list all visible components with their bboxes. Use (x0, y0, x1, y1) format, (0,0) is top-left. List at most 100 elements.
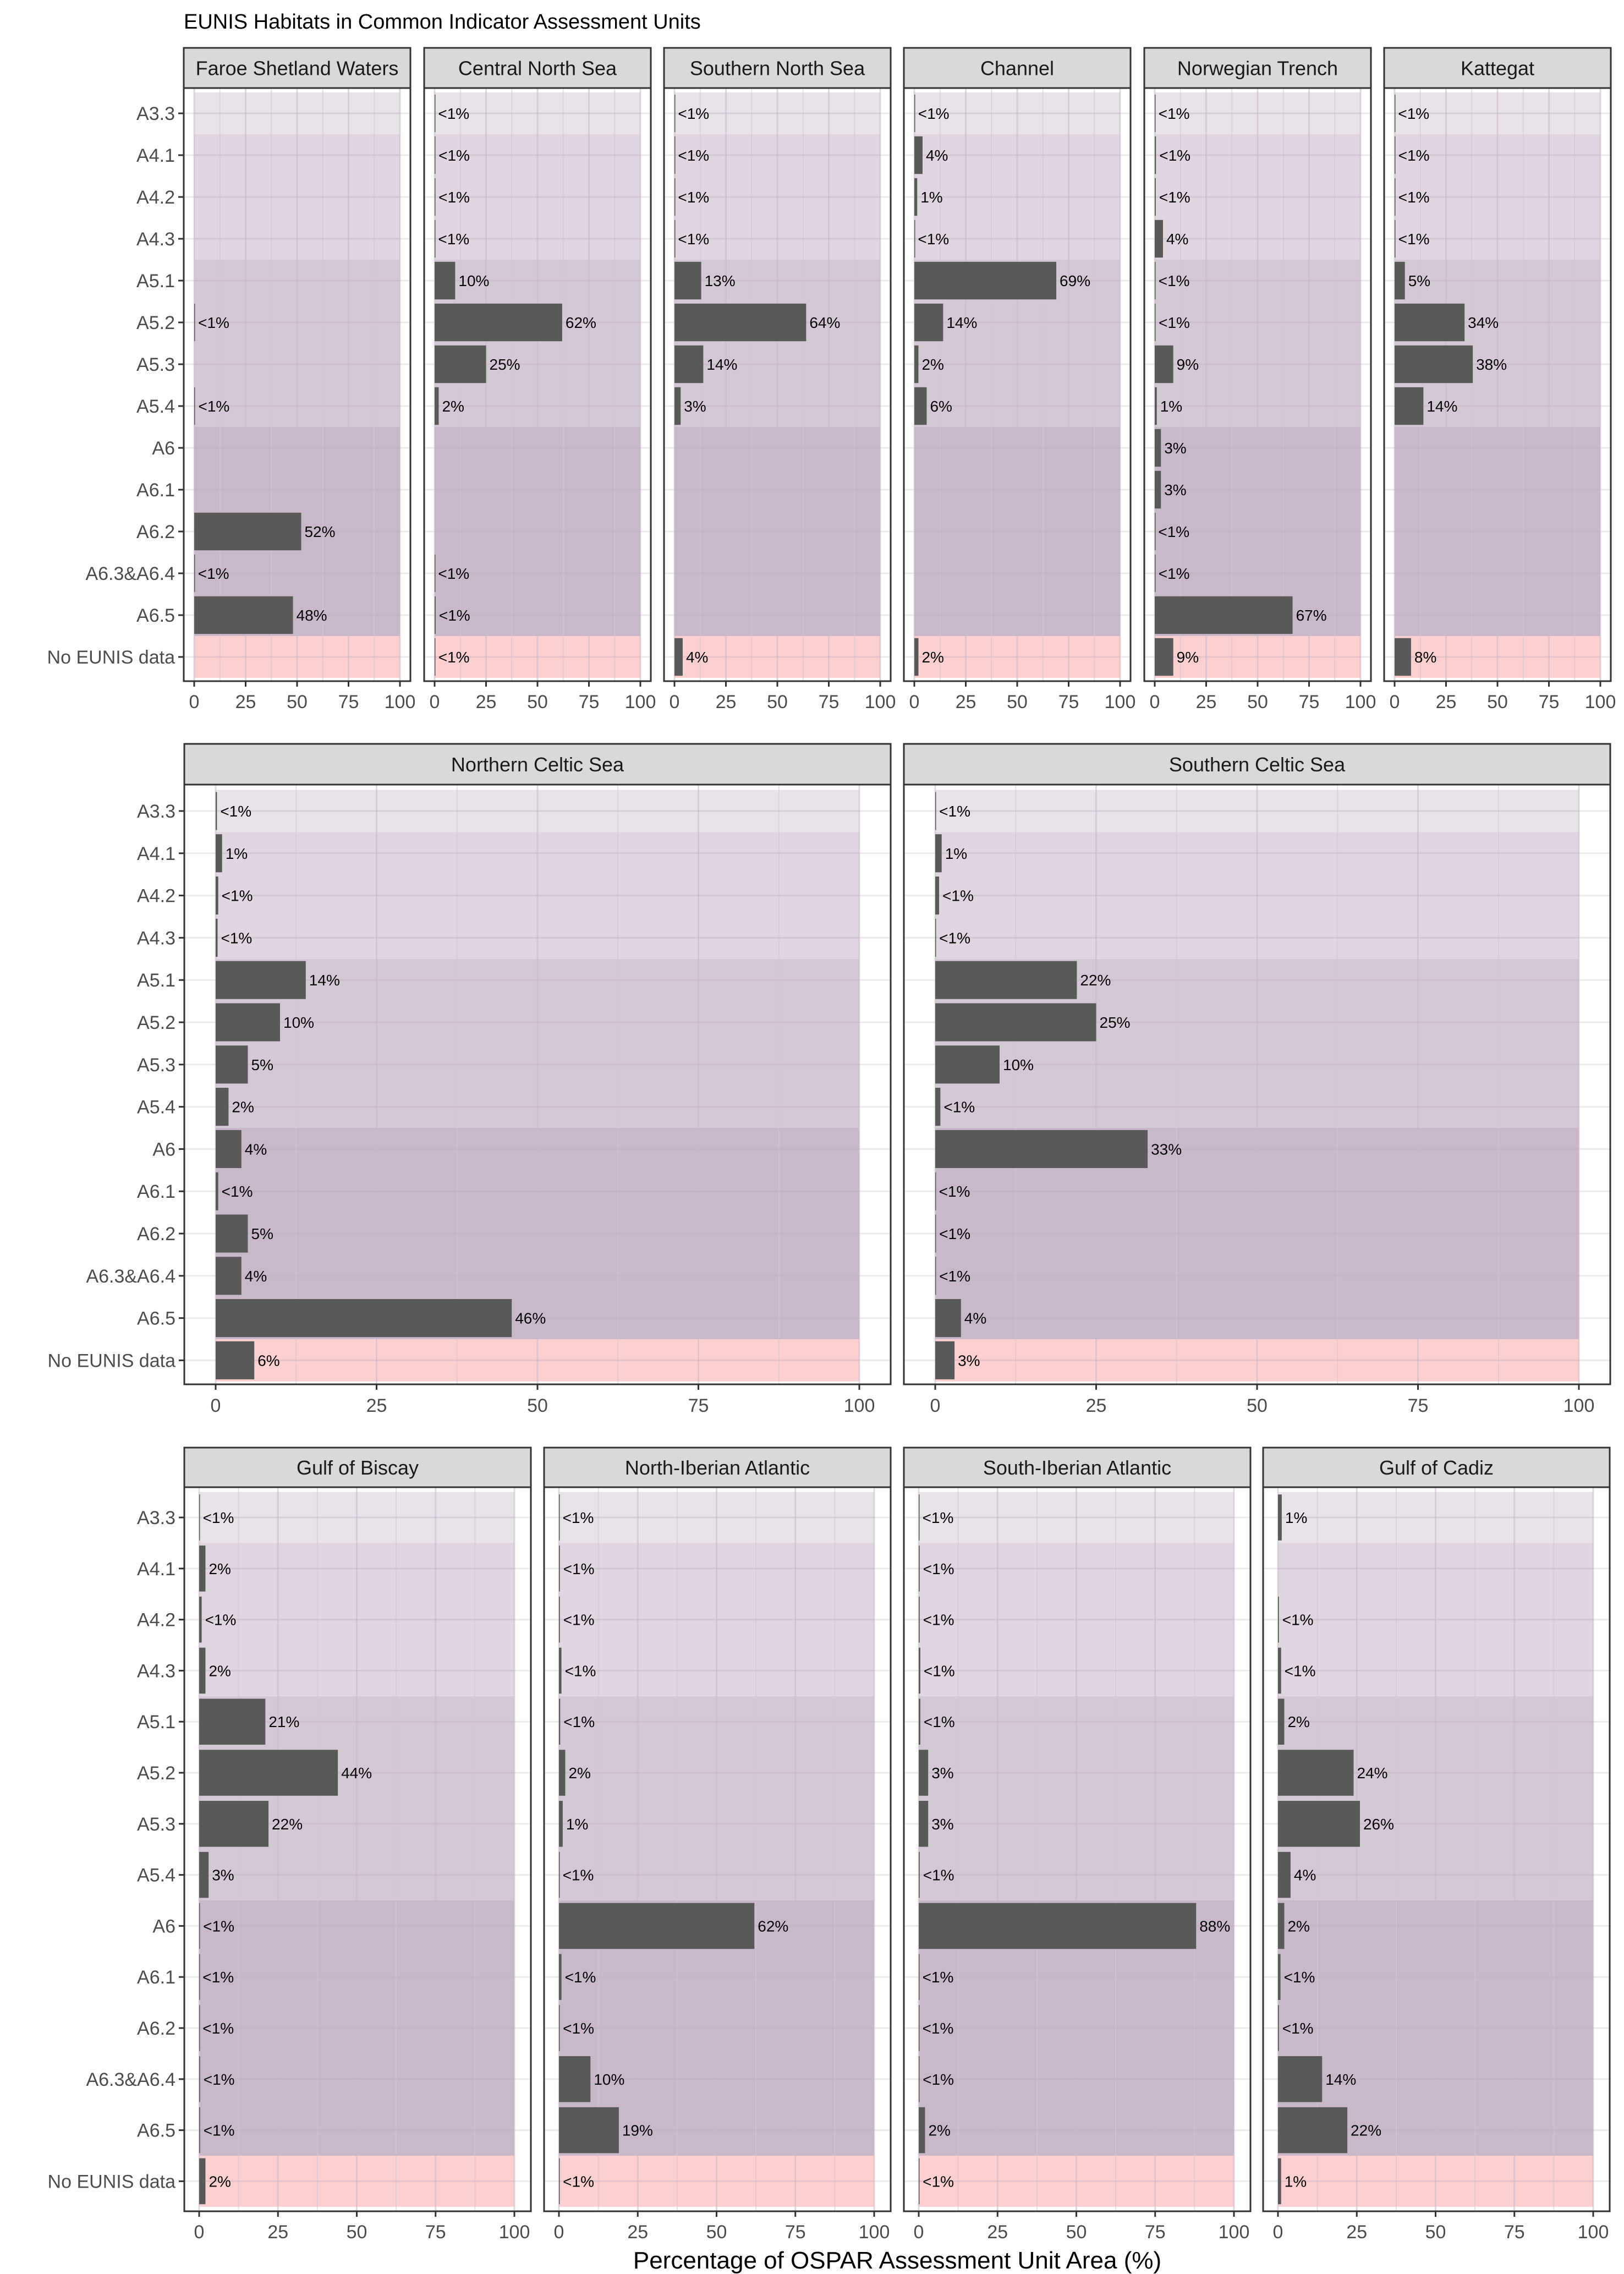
data-label: 1% (226, 845, 248, 862)
data-label: 33% (1151, 1141, 1182, 1158)
bar (919, 1698, 920, 1745)
x-tick-label: 0 (194, 2222, 205, 2243)
data-label: <1% (439, 607, 470, 624)
x-tick-label: 25 (627, 2222, 648, 2243)
data-label: <1% (438, 231, 469, 248)
data-label: <1% (1285, 1662, 1316, 1679)
data-label: 10% (1003, 1056, 1034, 1073)
bar (435, 261, 456, 300)
bar (1155, 638, 1173, 676)
bar (199, 1801, 269, 1847)
data-label: 52% (304, 523, 335, 540)
bar (1278, 1750, 1354, 1796)
bar (1395, 94, 1396, 133)
bar (435, 136, 436, 174)
y-tick-label: A6 (152, 1139, 175, 1160)
data-label: <1% (563, 1867, 594, 1884)
x-tick-label: 100 (1585, 692, 1616, 713)
bar (194, 387, 195, 425)
bar (914, 261, 1057, 300)
data-label: 2% (209, 2173, 231, 2190)
x-tick-label: 25 (366, 1395, 387, 1416)
chart-title: EUNIS Habitats in Common Indicator Asses… (184, 10, 701, 34)
facet-panel: <1% <1% 52% <1% 48% Faroe Shetland Waters 0 25 5… (47, 47, 415, 713)
y-tick-label: A5.1 (136, 271, 175, 292)
bar (1278, 1954, 1281, 2000)
data-label: <1% (203, 1509, 234, 1526)
data-label: <1% (678, 231, 709, 248)
data-label: 2% (209, 1662, 231, 1679)
facet-strip-label: Gulf of Cadiz (1379, 1456, 1494, 1479)
x-tick-label: 75 (1299, 692, 1320, 713)
data-label: <1% (1159, 272, 1190, 289)
data-label: 4% (1294, 1867, 1316, 1884)
y-tick-label: A6.3&A6.4 (86, 1266, 175, 1287)
data-label: <1% (202, 2020, 234, 2037)
data-label: 14% (309, 972, 340, 989)
data-label: <1% (563, 2020, 594, 2037)
data-label: <1% (923, 1612, 954, 1629)
bar (216, 961, 306, 999)
data-label: 10% (283, 1014, 314, 1031)
bar (919, 1750, 929, 1796)
data-label: 22% (1351, 2122, 1381, 2139)
bar (199, 1647, 206, 1694)
x-tick-label: 100 (844, 1395, 875, 1416)
bar (1155, 220, 1163, 258)
data-label: 3% (931, 1765, 953, 1782)
data-label: <1% (198, 565, 229, 582)
y-tick-label: A6.2 (137, 2018, 175, 2039)
data-label: 62% (566, 314, 596, 331)
bar (199, 1851, 209, 1898)
bar (216, 1130, 242, 1168)
y-tick-label: A4.2 (137, 1610, 175, 1631)
bar (1155, 136, 1156, 174)
data-label: <1% (939, 1183, 970, 1200)
data-label: <1% (222, 1183, 253, 1200)
bar (216, 876, 218, 915)
data-label: <1% (1159, 147, 1190, 164)
x-tick-label: 100 (1578, 2222, 1609, 2243)
bar (674, 303, 806, 342)
data-label: <1% (924, 1662, 955, 1679)
bar (216, 834, 222, 873)
bar (1155, 512, 1156, 551)
data-label: <1% (924, 1713, 955, 1730)
y-tick-label: A5.2 (137, 1763, 175, 1784)
y-tick-label: No EUNIS data (48, 2171, 176, 2192)
y-tick-label: A4.1 (137, 843, 175, 864)
bar (919, 2107, 925, 2154)
bar (1155, 303, 1156, 342)
bar (559, 1596, 560, 1643)
x-tick-label: 75 (819, 692, 840, 713)
x-tick-label: 75 (1058, 692, 1079, 713)
facet-strip (1383, 47, 1612, 89)
bar (559, 2056, 591, 2102)
data-label: <1% (1398, 147, 1430, 164)
data-label: 14% (1427, 398, 1457, 415)
data-label: <1% (220, 803, 251, 820)
bar (1155, 387, 1157, 425)
data-label: <1% (923, 1867, 954, 1884)
bar (435, 220, 436, 258)
data-label: <1% (942, 887, 974, 905)
data-label: 4% (926, 147, 948, 164)
x-tick-label: 25 (1436, 692, 1457, 713)
facet-strip-label: Norwegian Trench (1177, 57, 1338, 80)
bar (674, 136, 676, 174)
x-tick-label: 25 (235, 692, 256, 713)
x-tick-label: 75 (1408, 1395, 1429, 1416)
data-label: 67% (1296, 607, 1327, 624)
data-label: <1% (565, 1969, 596, 1986)
data-label: <1% (918, 105, 950, 122)
x-tick-label: 75 (1504, 2222, 1525, 2243)
bar (919, 1596, 920, 1643)
x-tick-label: 25 (716, 692, 737, 713)
y-tick-label: A4.3 (137, 928, 175, 949)
y-tick-label: A6.3&A6.4 (86, 2069, 175, 2090)
data-label: 1% (920, 189, 942, 206)
data-label: <1% (923, 1560, 954, 1577)
facet-panel: <1% <1% <1% <1% 10% 62% 25% 2% <1% <1% <1% Central … (423, 47, 656, 713)
bar (216, 1257, 242, 1295)
bar (1278, 1698, 1285, 1745)
